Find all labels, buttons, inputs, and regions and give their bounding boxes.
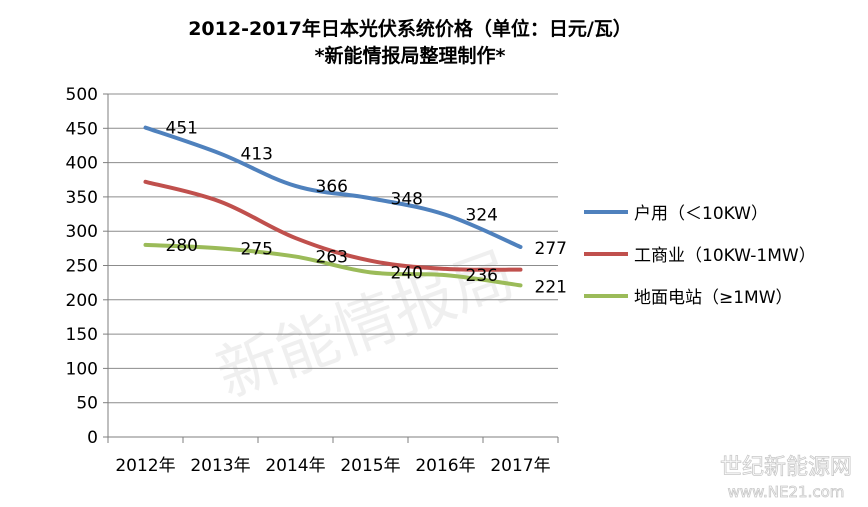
data-label-2-5: 221 [535,277,567,297]
y-tick-label-50: 50 [76,394,98,414]
legend-label-1: 工商业（10KW-1MW） [634,246,816,266]
data-label-2-0: 280 [166,236,198,256]
x-tick-label-3: 2015年 [340,456,400,476]
data-label-0-2: 366 [316,177,348,197]
watermark-text: 新能情报局 [207,237,523,412]
site-mark-url: www.NE21.com [728,483,845,501]
x-tick-label-4: 2016年 [415,456,475,476]
x-tick-label-2: 2014年 [265,456,325,476]
x-tick-label-1: 2013年 [190,456,250,476]
y-tick-label-250: 250 [66,257,98,277]
chart-title: 2012-2017年日本光伏系统价格（单位：日元/瓦） [188,17,632,40]
site-mark-name: 世纪新能源网 [720,455,852,480]
y-tick-label-350: 350 [66,188,98,208]
legend-label-0: 户用（＜10KW） [634,204,768,224]
y-tick-label-150: 150 [66,325,98,345]
y-tick-label-100: 100 [66,359,98,379]
data-label-2-1: 275 [241,239,273,259]
data-label-0-3: 348 [391,189,423,209]
y-tick-label-500: 500 [66,85,98,105]
legend: 户用（＜10KW） 工商业（10KW-1MW） 地面电站（≥1MW） [584,204,816,308]
series-line-1 [143,179,523,272]
legend-label-2: 地面电站（≥1MW） [634,288,793,308]
y-tick-label-200: 200 [66,291,98,311]
data-label-0-0: 451 [166,119,198,139]
series-line-2 [143,242,523,288]
chart-subtitle: *新能情报局整理制作* [315,44,506,67]
x-tick-label-5: 2017年 [490,456,550,476]
data-label-2-3: 240 [391,263,423,283]
series-lines [143,125,523,288]
data-labels: 451 413 366 348 324 277 280 275 263 240 236 221 [166,119,567,298]
y-tick-label-300: 300 [66,222,98,242]
axes: 0 50 100 150 200 250 300 350 400 450 500 2012年 2013年… [66,85,559,476]
data-label-0-1: 413 [241,145,273,165]
data-label-0-4: 324 [466,206,498,226]
data-label-2-4: 236 [466,266,498,286]
y-tick-label-450: 450 [66,119,98,139]
data-label-0-5: 277 [535,239,567,259]
data-label-2-2: 263 [316,248,348,268]
y-tick-label-0: 0 [87,428,98,448]
x-tick-label-0: 2012年 [115,456,175,476]
series-line-0 [143,125,523,249]
y-tick-label-400: 400 [66,154,98,174]
